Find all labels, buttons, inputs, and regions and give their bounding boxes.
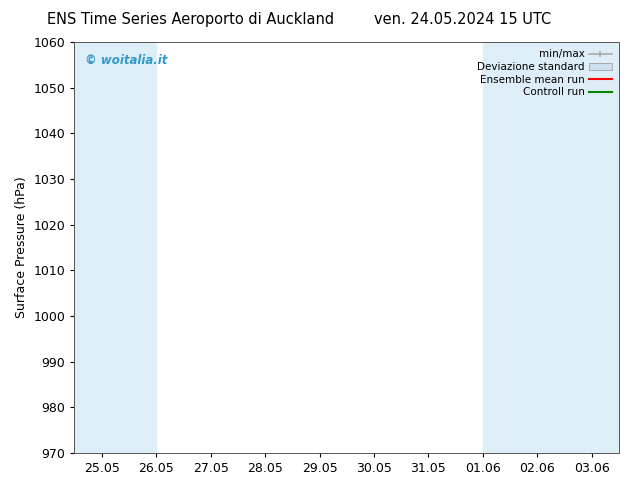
Legend: min/max, Deviazione standard, Ensemble mean run, Controll run: min/max, Deviazione standard, Ensemble m…	[475, 47, 614, 99]
Bar	[74, 42, 156, 453]
Text: ven. 24.05.2024 15 UTC: ven. 24.05.2024 15 UTC	[374, 12, 552, 27]
Text: © woitalia.it: © woitalia.it	[86, 54, 168, 68]
Bar	[483, 42, 619, 453]
Text: ENS Time Series Aeroporto di Auckland: ENS Time Series Aeroporto di Auckland	[47, 12, 333, 27]
Y-axis label: Surface Pressure (hPa): Surface Pressure (hPa)	[15, 176, 28, 318]
